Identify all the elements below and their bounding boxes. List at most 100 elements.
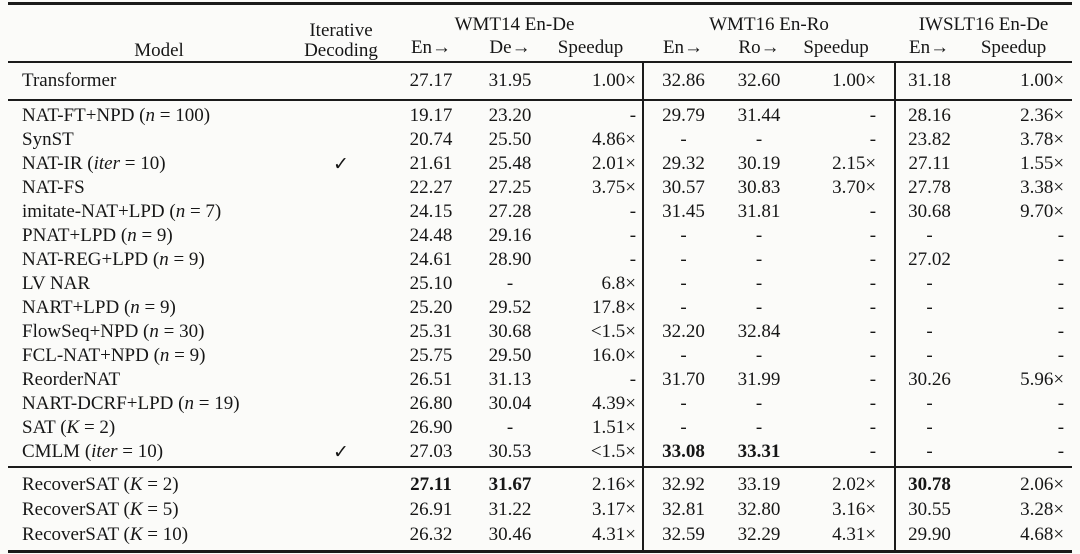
cell-iwsp: 1.55×	[1020, 153, 1065, 174]
cell-w14en: 20.74	[409, 129, 453, 150]
cell-w16ro: 31.81	[737, 201, 781, 222]
cell-w14sp: <1.5×	[590, 321, 637, 342]
cell-w16en: -	[642, 392, 724, 416]
subcol-wmt16-ro: Ro→	[738, 37, 780, 58]
model-name: NART-DCRF+LPD (n = 19)	[8, 392, 296, 416]
model-text: = 10)	[120, 153, 166, 174]
model-name: FlowSeq+NPD (n = 30)	[8, 320, 296, 344]
model-text: FlowSeq+NPD (	[22, 321, 150, 342]
model-text: RecoverSAT (	[22, 498, 130, 520]
cell-w14de: 25.50	[488, 129, 532, 150]
cell-w16sp: 3.16×	[832, 498, 877, 520]
cell-w14en: 25.10	[409, 273, 453, 294]
model-text: NAT-FT+NPD (	[22, 105, 146, 126]
subcol-wmt14-de: De→	[489, 37, 531, 58]
cell-w14sp: 17.8×	[592, 297, 637, 318]
cell-w16ro: 30.83	[737, 177, 781, 198]
table-row: NAT-IR (iter = 10) ✓ 21.61 25.48 2.01× 29.32 3…	[8, 152, 1072, 176]
iterative-check-empty	[296, 62, 386, 100]
cell-w14en: 24.48	[409, 225, 453, 246]
model-text: = 19)	[193, 393, 240, 414]
group-header-wmt14-en-de: WMT14 En-De	[454, 14, 575, 36]
cell-w14sp: -	[629, 225, 637, 246]
model-text: LV NAR	[22, 273, 91, 294]
model-name: imitate-NAT+LPD (n = 7)	[8, 200, 296, 224]
cell-w16en: 30.57	[642, 176, 724, 200]
cell-iwen: 31.18	[894, 62, 964, 100]
cell-iwen: 23.82	[894, 128, 964, 152]
cell-w16en: 31.45	[642, 200, 724, 224]
cell-w14en: 27.11	[410, 473, 452, 495]
model-text: = 2)	[142, 473, 179, 495]
table-row: NART-DCRF+LPD (n = 19) 26.80 30.04 4.39× - - -…	[8, 392, 1072, 416]
cell-w14sp: -	[629, 369, 637, 390]
cell-iwsp: 3.78×	[1020, 129, 1065, 150]
model-math-var: iter	[91, 441, 118, 462]
iterative-check-icon: ✓	[333, 153, 349, 175]
table-row: PNAT+LPD (n = 9) 24.48 29.16- - - - - -	[8, 224, 1072, 248]
cell-w14de: 31.67	[488, 473, 532, 495]
model-math-var: n	[159, 249, 169, 270]
cell-w16en: 33.08	[642, 440, 724, 467]
model-text: = 9)	[168, 249, 205, 270]
iterative-check-empty	[296, 128, 386, 152]
cell-w14de: 30.46	[488, 523, 532, 545]
model-text: imitate-NAT+LPD (	[22, 201, 176, 222]
table-row: Transformer 27.17 31.95 1.00× 32.86 32.60 1.00…	[8, 62, 1072, 100]
model-name: RecoverSAT (K = 2)	[8, 467, 296, 497]
model-text: = 9)	[139, 297, 176, 318]
cell-w14de: 31.13	[488, 369, 532, 390]
cell-w14en: 26.90	[409, 417, 453, 438]
cell-iwen: -	[894, 440, 964, 467]
model-name: Transformer	[8, 62, 296, 100]
cell-iwsp: -	[1057, 297, 1065, 318]
results-table: Model Iterative Decoding WMT14 En-De WMT…	[8, 2, 1073, 553]
cell-w16en: -	[642, 272, 724, 296]
cell-w14en: 22.27	[409, 177, 453, 198]
iterative-check-icon: ✓	[333, 441, 349, 463]
model-math-var: n	[175, 201, 186, 222]
iterative-check-empty	[296, 416, 386, 440]
model-name: RecoverSAT (K = 5)	[8, 497, 296, 522]
group-header-row: Model Iterative Decoding WMT14 En-De WMT…	[8, 4, 1072, 61]
cell-w16sp: -	[869, 441, 877, 462]
cell-w14de: -	[506, 417, 514, 438]
cell-w16sp: -	[869, 297, 877, 318]
cell-w14sp: 6.8×	[601, 273, 637, 294]
cell-w16sp: -	[869, 345, 877, 366]
table-row: SynST 20.74 25.50 4.86× - - -23.82 3.78×	[8, 128, 1072, 152]
cell-w14de: 31.22	[488, 498, 532, 520]
table-row: CMLM (iter = 10) ✓ 27.03 30.53 <1.5× 33.08 33.…	[8, 440, 1072, 467]
subcolumn-header-row: En→ De→ Speedup En→ Ro→ Speedup En→ Spee…	[8, 35, 1072, 62]
cell-w14sp: -	[629, 249, 637, 270]
cell-w16ro: 32.80	[737, 498, 781, 520]
model-name: NAT-REG+LPD (n = 9)	[8, 248, 296, 272]
cell-w16en: -	[642, 344, 724, 368]
cell-w14en: 26.80	[409, 393, 453, 414]
model-math-var: n	[159, 345, 170, 366]
cell-w16sp: -	[869, 225, 877, 246]
cell-w16sp: 1.00×	[832, 70, 877, 91]
model-text: = 10)	[117, 441, 164, 462]
cell-w16ro: -	[755, 273, 763, 294]
model-math-var: n	[145, 105, 156, 126]
cell-iwen: 27.02	[894, 248, 964, 272]
model-text: PNAT+LPD (	[22, 225, 128, 246]
cell-iwen: -	[894, 392, 964, 416]
table-row: LV NAR 25.10-6.8× - - - - -	[8, 272, 1072, 296]
cell-w16ro: -	[755, 249, 763, 270]
cell-w16en: 32.86	[642, 62, 724, 100]
cell-w16en: -	[642, 224, 724, 248]
cell-w14de: 27.25	[488, 177, 532, 198]
cell-w16sp: -	[869, 273, 877, 294]
model-math-var: K	[129, 523, 143, 545]
model-text: SynST	[22, 129, 74, 150]
cell-w16ro: -	[755, 417, 763, 438]
cell-iwsp: 3.38×	[1020, 177, 1065, 198]
cell-w14sp: 3.17×	[592, 498, 637, 520]
iterative-check-empty	[296, 296, 386, 320]
table-row: RecoverSAT (K = 2) 27.11 31.67 2.16× 32.92 33…	[8, 467, 1072, 497]
model-text: NAT-FS	[22, 177, 85, 198]
model-text: = 5)	[142, 498, 179, 520]
model-text: RecoverSAT (	[22, 473, 130, 495]
